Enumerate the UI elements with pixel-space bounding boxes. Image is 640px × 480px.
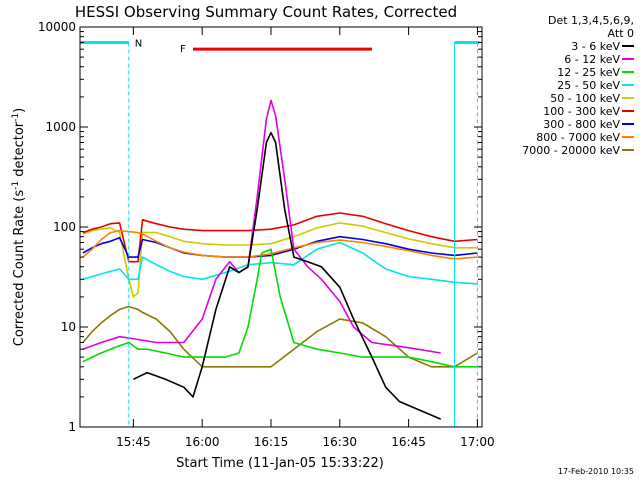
x-tick-label: 16:15	[254, 435, 289, 449]
legend-header-line-1: Det 1,3,4,5,6,9,	[548, 14, 634, 27]
legend-entry-label: 7000 - 20000 keV	[522, 144, 620, 157]
legend-entry-label: 25 - 50 keV	[557, 79, 620, 92]
y-tick-label: 1000	[45, 120, 76, 134]
series-line-6	[82, 248, 478, 368]
x-tick-label: 16:45	[391, 435, 426, 449]
y-tick-label: 10	[61, 320, 76, 334]
series-line-8	[133, 131, 442, 420]
y-tick-label: 10000	[38, 20, 76, 34]
night-marker-label: N	[135, 38, 142, 49]
generation-timestamp: 17-Feb-2010 10:35	[558, 467, 634, 476]
x-tick-label: 17:00	[460, 435, 495, 449]
legend-entry-label: 50 - 100 keV	[550, 92, 620, 105]
series-line-0	[82, 222, 478, 298]
series-line-1	[82, 212, 478, 263]
x-tick-label: 15:45	[116, 435, 151, 449]
legend-entry-label: 3 - 6 keV	[571, 40, 620, 53]
series-line-3	[82, 229, 478, 260]
series-line-5	[82, 305, 478, 368]
flare-marker-label: F	[180, 44, 186, 55]
legend-header-line-2: Att 0	[608, 27, 634, 40]
x-axis-label: Start Time (11-Jan-05 15:33:22)	[176, 456, 384, 471]
legend-entry-label: 800 - 7000 keV	[536, 131, 620, 144]
series-line-4	[82, 241, 478, 285]
legend-entry-label: 12 - 25 keV	[557, 66, 620, 79]
series-line-7	[82, 99, 441, 354]
y-tick-label: 1	[68, 420, 76, 434]
legend-entry-label: 300 - 800 keV	[543, 118, 620, 131]
x-tick-label: 16:30	[322, 435, 357, 449]
y-tick-label: 100	[53, 220, 76, 234]
y-ticks: 1 10 100 1000 10000	[38, 20, 482, 434]
series-layer	[82, 99, 478, 420]
legend-entry-label: 100 - 300 keV	[543, 105, 620, 118]
y-axis-label: Corrected Count Rate (s-1 detector-1)	[11, 108, 27, 346]
chart-title: HESSI Observing Summary Count Rates, Cor…	[75, 3, 457, 21]
legend-entry-label: 6 - 12 keV	[564, 53, 620, 66]
x-tick-label: 16:00	[185, 435, 220, 449]
x-ticks: 15:45 16:00 16:15 16:30 16:45 17:00	[116, 27, 495, 449]
